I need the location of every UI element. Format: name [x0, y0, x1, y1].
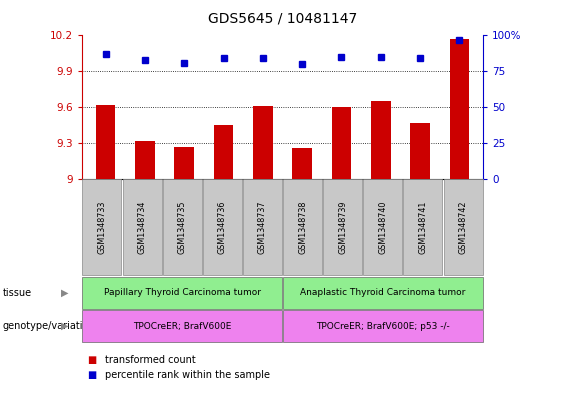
Text: GSM1348734: GSM1348734: [138, 200, 146, 253]
Text: TPOCreER; BrafV600E: TPOCreER; BrafV600E: [133, 322, 232, 331]
Text: transformed count: transformed count: [105, 354, 195, 365]
Text: GSM1348733: GSM1348733: [98, 200, 106, 253]
Bar: [135, 141, 155, 179]
Text: GSM1348740: GSM1348740: [379, 200, 387, 253]
Text: GDS5645 / 10481147: GDS5645 / 10481147: [208, 12, 357, 26]
Text: Papillary Thyroid Carcinoma tumor: Papillary Thyroid Carcinoma tumor: [104, 288, 260, 297]
Text: GSM1348738: GSM1348738: [298, 200, 307, 253]
Bar: [95, 105, 115, 179]
Text: percentile rank within the sample: percentile rank within the sample: [105, 370, 270, 380]
Bar: [292, 148, 312, 179]
Text: GSM1348742: GSM1348742: [459, 200, 467, 254]
Bar: [371, 101, 390, 179]
Text: GSM1348737: GSM1348737: [258, 200, 267, 254]
Bar: [214, 125, 233, 179]
Text: TPOCreER; BrafV600E; p53 -/-: TPOCreER; BrafV600E; p53 -/-: [316, 322, 450, 331]
Text: tissue: tissue: [3, 288, 32, 298]
Text: ■: ■: [88, 354, 97, 365]
Text: GSM1348736: GSM1348736: [218, 200, 227, 253]
Bar: [175, 147, 194, 179]
Bar: [253, 106, 273, 179]
Text: ▶: ▶: [61, 321, 69, 331]
Text: GSM1348739: GSM1348739: [338, 200, 347, 254]
Text: GSM1348735: GSM1348735: [178, 200, 186, 254]
Text: ▶: ▶: [61, 288, 69, 298]
Bar: [450, 39, 470, 179]
Bar: [332, 107, 351, 179]
Text: ■: ■: [88, 370, 97, 380]
Text: GSM1348741: GSM1348741: [419, 200, 427, 253]
Text: Anaplastic Thyroid Carcinoma tumor: Anaplastic Thyroid Carcinoma tumor: [300, 288, 466, 297]
Text: genotype/variation: genotype/variation: [3, 321, 95, 331]
Bar: [410, 123, 430, 179]
